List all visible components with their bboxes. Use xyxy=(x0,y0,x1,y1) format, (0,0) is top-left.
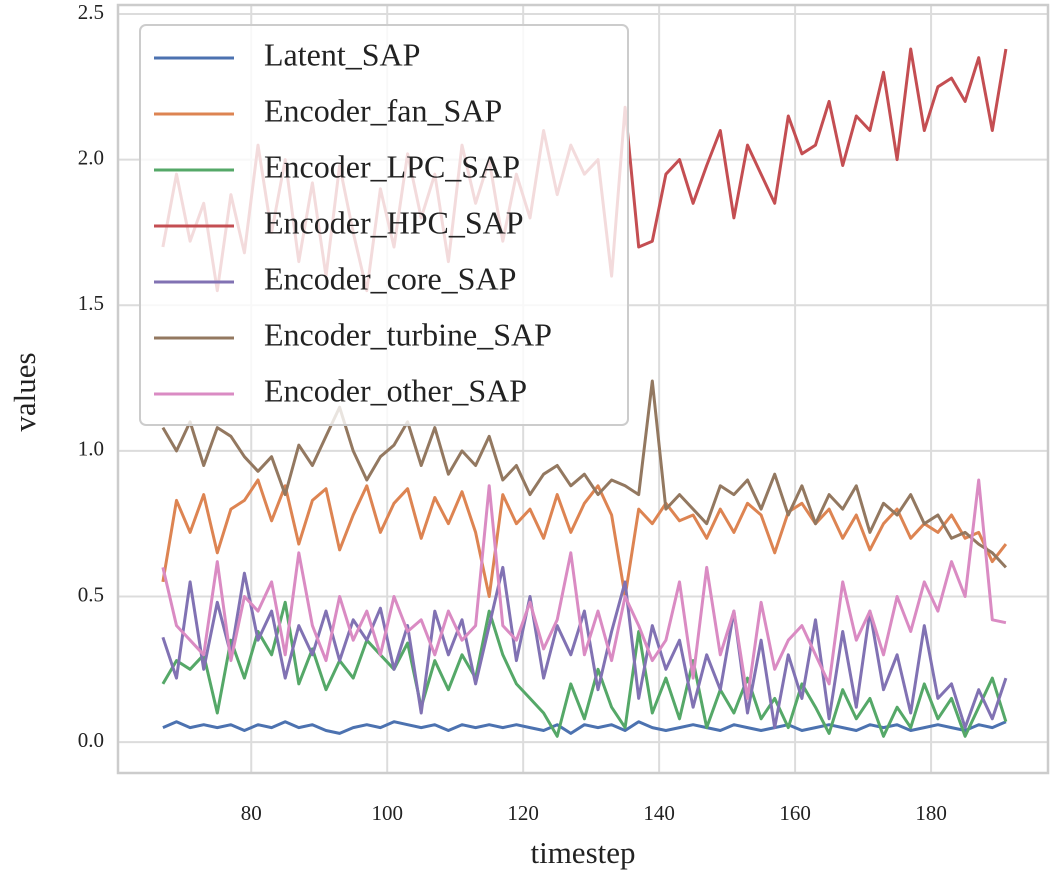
series-line xyxy=(161,600,1008,738)
legend-label: Encoder_fan_SAP xyxy=(264,92,502,128)
legend-box xyxy=(139,24,629,426)
y-tick-label: 1.5 xyxy=(78,291,104,315)
legend-label: Encoder_LPC_SAP xyxy=(264,148,520,184)
y-tick-label: 2.5 xyxy=(78,0,104,24)
legend-label: Encoder_HPC_SAP xyxy=(264,204,524,240)
y-axis-label: values xyxy=(7,352,42,431)
legend-label: Encoder_core_SAP xyxy=(264,260,516,296)
x-axis-label: timestep xyxy=(530,835,635,870)
series-line xyxy=(162,720,1007,735)
x-tick-label: 120 xyxy=(507,801,539,825)
y-tick-label: 0.5 xyxy=(78,582,104,606)
x-tick-label: 140 xyxy=(643,801,675,825)
series-line xyxy=(161,379,1007,569)
legend-label: Encoder_turbine_SAP xyxy=(264,316,552,352)
legend-label: Latent_SAP xyxy=(264,36,420,72)
x-tick-label: 100 xyxy=(371,801,403,825)
x-tick-label: 180 xyxy=(915,801,947,825)
series-line xyxy=(161,478,1008,598)
plot-frame xyxy=(116,3,1050,775)
y-tick-label: 1.0 xyxy=(78,437,104,461)
series-line xyxy=(161,565,1008,730)
y-tick-label: 0.0 xyxy=(78,728,104,752)
legend-label: Encoder_other_SAP xyxy=(264,372,527,408)
x-tick-label: 80 xyxy=(241,801,262,825)
y-tick-label: 2.0 xyxy=(78,145,104,169)
series-line xyxy=(161,478,1007,700)
x-tick-label: 160 xyxy=(779,801,811,825)
